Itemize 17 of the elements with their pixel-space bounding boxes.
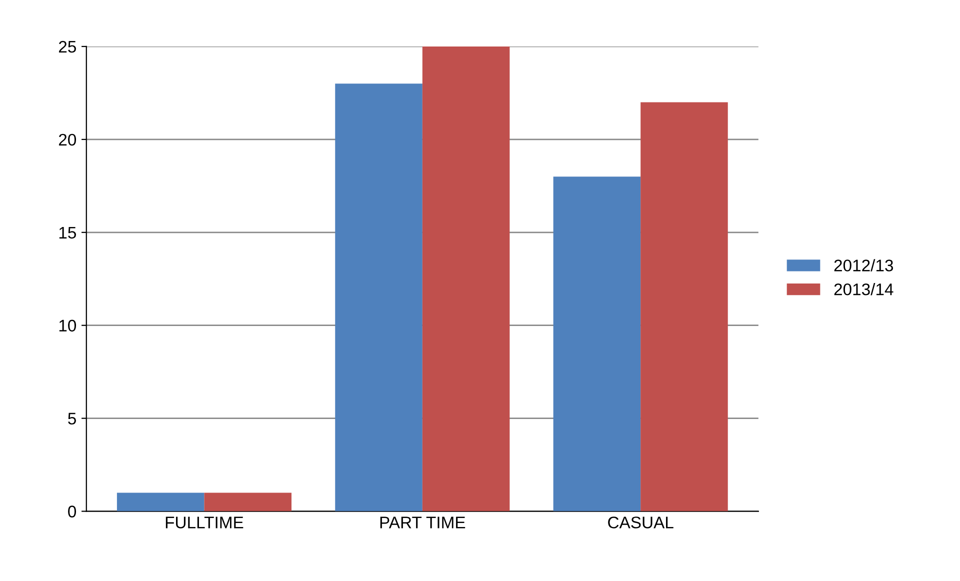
bar	[335, 84, 422, 512]
y-tick-label: 5	[68, 412, 76, 425]
bar	[422, 46, 510, 512]
legend-label: 2012/13	[834, 259, 894, 272]
x-tick-label: FULLTIME	[166, 516, 244, 528]
bar	[553, 176, 641, 512]
legend-label: 2013/14	[834, 283, 894, 296]
y-tick-label: 15	[59, 226, 76, 239]
bar	[116, 492, 204, 512]
y-tick-label: 25	[58, 40, 76, 53]
y-tick-label: 20	[58, 134, 76, 146]
y-tick-label: 10	[59, 320, 76, 332]
bar	[204, 492, 292, 512]
x-tick-label: CASUAL	[608, 516, 674, 528]
x-tick-label: PART TIME	[380, 516, 466, 528]
bar	[640, 102, 728, 512]
y-tick-label: 0	[68, 506, 76, 518]
